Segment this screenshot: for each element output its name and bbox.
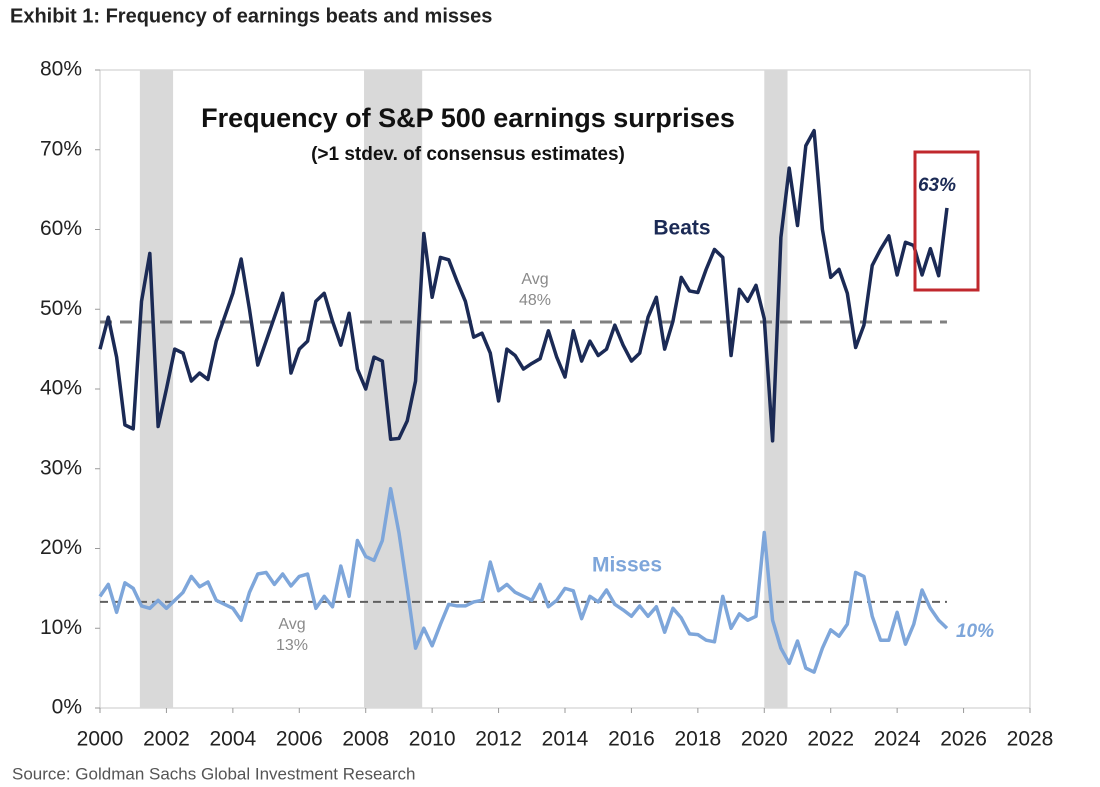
series-line: [98, 486, 949, 674]
chart-title: Frequency of S&P 500 earnings surprises: [201, 103, 735, 133]
x-tick-label: 2018: [674, 728, 721, 751]
average-value-label: 48%: [519, 292, 551, 309]
x-tick-label: 2020: [741, 728, 788, 751]
x-tick-label: 2010: [409, 728, 456, 751]
average-label: Avg: [278, 616, 305, 633]
x-tick-label: 2014: [542, 728, 589, 751]
average-value-label: 13%: [276, 637, 308, 654]
y-tick-label: 50%: [40, 297, 82, 320]
x-tick-label: 2024: [874, 728, 921, 751]
y-tick-label: 10%: [40, 616, 82, 639]
y-tick-label: 60%: [40, 217, 82, 240]
x-tick-label: 2002: [143, 728, 190, 751]
header: Exhibit 1: Frequency of earnings beats a…: [10, 5, 492, 27]
source: Source: Goldman Sachs Global Investment …: [12, 764, 415, 783]
end-label: 10%: [956, 621, 994, 642]
x-tick-label: 2016: [608, 728, 655, 751]
average-label: Avg: [521, 271, 548, 288]
y-tick-label: 30%: [40, 456, 82, 479]
highlight-box: [913, 150, 980, 292]
x-tick-label: 2000: [77, 728, 124, 751]
main-layer: Frequency of S&P 500 earnings surprises (…: [40, 58, 1053, 751]
chart-subtitle: (>1 stdev. of consensus estimates): [311, 144, 625, 165]
x-tick-label: 2006: [276, 728, 323, 751]
plot-frame: [99, 69, 1031, 709]
end-label: 63%: [918, 175, 956, 196]
y-tick-label: 40%: [40, 377, 82, 400]
y-tick-label: 80%: [40, 58, 82, 81]
x-tick-label: 2026: [940, 728, 987, 751]
x-tick-label: 2022: [807, 728, 854, 751]
x-tick-label: 2008: [342, 728, 389, 751]
y-tick-label: 70%: [40, 137, 82, 160]
series-line: [98, 128, 949, 443]
y-tick-label: 20%: [40, 536, 82, 559]
x-tick-label: 2012: [475, 728, 522, 751]
x-tick-label: 2028: [1007, 728, 1054, 751]
x-tick-label: 2004: [209, 728, 256, 751]
series-label: Misses: [592, 554, 662, 577]
y-tick-label: 0%: [52, 696, 82, 719]
series-label: Beats: [653, 217, 710, 240]
